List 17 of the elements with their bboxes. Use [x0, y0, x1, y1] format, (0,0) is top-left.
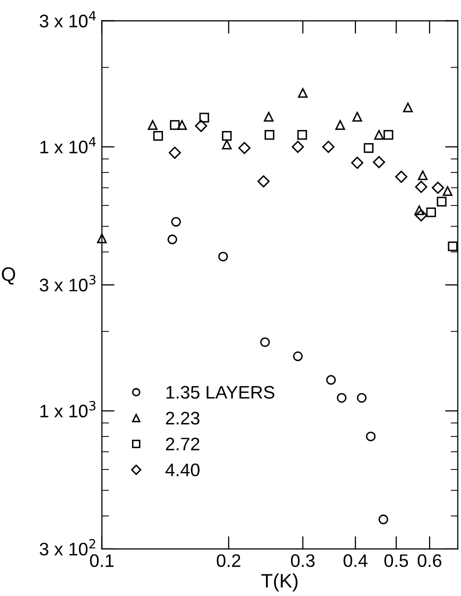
legend-label: 2.72	[166, 438, 200, 450]
y-tick-label: 3 x 10$^{4}$	[40, 11, 96, 28]
x-tick-label: 0.6	[418, 554, 442, 568]
x-tick-label: 0.1	[90, 554, 114, 568]
legend-label: 1.35 LAYERS	[166, 386, 274, 399]
legend-label: 2.23	[166, 412, 200, 425]
y-axis-title: Q	[2, 267, 16, 285]
x-tick-label: 0.3	[290, 554, 315, 568]
y-tick-label: 3 x 10$^{3}$	[40, 275, 96, 292]
y-tick-label: 1 x 10$^{3}$	[40, 400, 96, 418]
x-tick-label: 0.2	[216, 554, 240, 568]
legend-label: 4.40	[165, 464, 200, 476]
x-axis-title: T(K)	[261, 573, 298, 592]
y-tick-label: 3 x 10$^{2}$	[40, 539, 96, 556]
y-tick-label: 1 x 10$^{4}$	[40, 137, 96, 154]
x-tick-label: 0.4	[344, 554, 368, 568]
x-tick-label: 0.5	[384, 554, 408, 568]
